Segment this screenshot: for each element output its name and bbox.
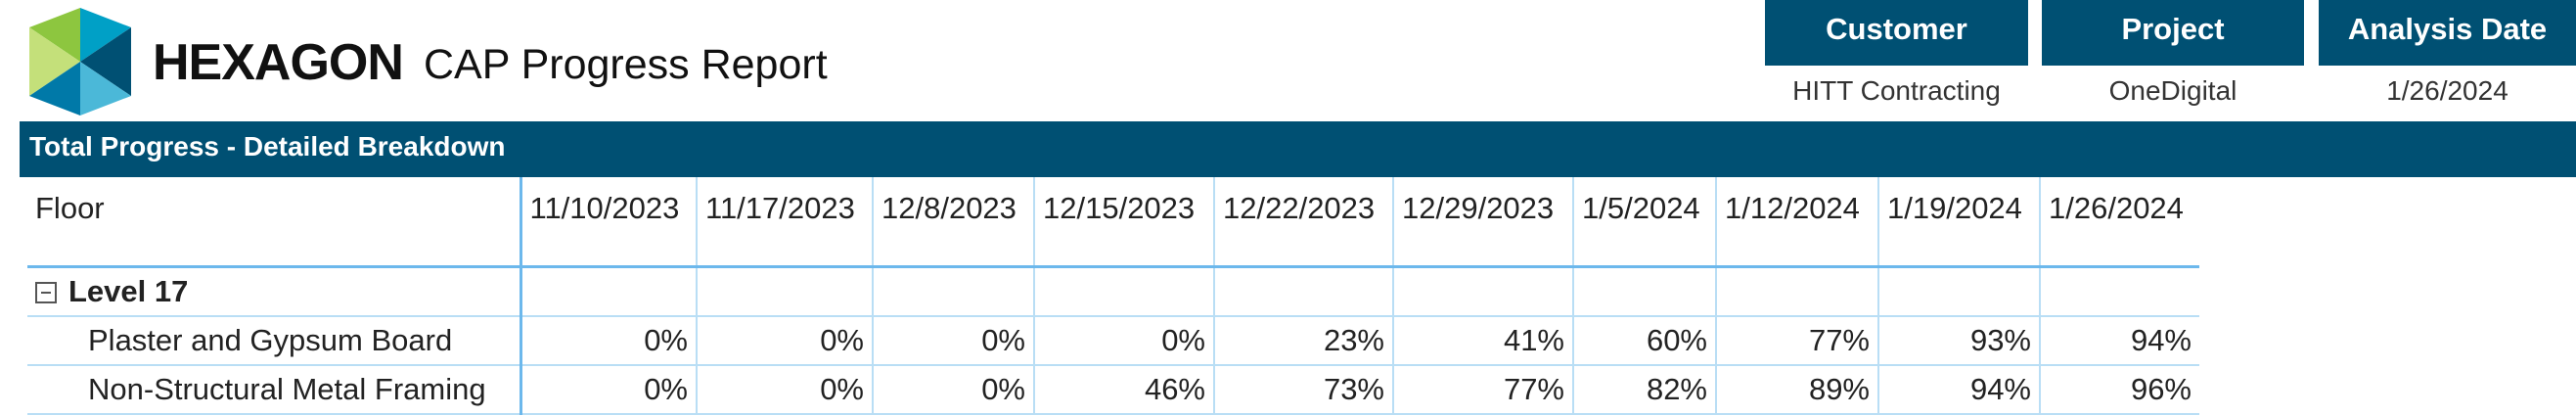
brand: HEXAGON (153, 34, 404, 91)
value-cell: 89% (1715, 365, 1878, 415)
group-cell: Level 17 (27, 266, 522, 317)
info-box: Analysis Date 1/26/2024 (2319, 0, 2576, 107)
value-cell: 77% (1392, 365, 1573, 415)
info-label: Analysis Date (2319, 0, 2576, 66)
info-label: Project (2042, 0, 2304, 66)
column-header: 12/29/2023 (1392, 177, 1573, 268)
empty-cell (1572, 266, 1716, 317)
value-cell: 0% (520, 365, 697, 415)
info-value: 1/26/2024 (2386, 75, 2508, 106)
data-row: Plaster and Gypsum Board 0% 0% 0% 0% 23% 41% 60… (27, 316, 2199, 366)
section-banner: Total Progress - Detailed Breakdown (20, 121, 2576, 177)
value-cell: 0% (872, 316, 1034, 366)
empty-cell (520, 266, 697, 317)
column-header: 12/8/2023 (872, 177, 1034, 268)
value-cell: 82% (1572, 365, 1716, 415)
column-header: 1/26/2024 (2039, 177, 2199, 268)
empty-cell (1213, 266, 1393, 317)
empty-cell (872, 266, 1034, 317)
column-header: 11/10/2023 (520, 177, 697, 268)
empty-cell (696, 266, 873, 317)
info-box: Project OneDigital (2042, 0, 2304, 107)
info-box: Customer HITT Contracting (1765, 0, 2028, 107)
empty-cell (2039, 266, 2199, 317)
empty-cell (1392, 266, 1573, 317)
info-value: HITT Contracting (1792, 75, 2001, 106)
value-cell: 41% (1392, 316, 1573, 366)
value-cell: 0% (696, 365, 873, 415)
value-cell: 60% (1572, 316, 1716, 366)
header-row: Floor 11/10/2023 11/17/2023 12/8/2023 12/15/… (27, 177, 2199, 268)
progress-table: Floor 11/10/2023 11/17/2023 12/8/2023 12/15/… (27, 177, 2199, 415)
column-header: 1/5/2024 (1572, 177, 1716, 268)
report-title: CAP Progress Report (424, 41, 828, 88)
row-label: Non-Structural Metal Framing (27, 365, 522, 415)
value-cell: 73% (1213, 365, 1393, 415)
column-header: 12/22/2023 (1213, 177, 1393, 268)
value-cell: 0% (1033, 316, 1214, 366)
value-cell: 0% (520, 316, 697, 366)
column-header: Floor (27, 177, 522, 268)
column-header: 1/12/2024 (1715, 177, 1878, 268)
info-value: OneDigital (2108, 75, 2237, 106)
data-row: Non-Structural Metal Framing 0% 0% 0% 46% 73%… (27, 365, 2199, 415)
value-cell: 46% (1033, 365, 1214, 415)
value-cell: 77% (1715, 316, 1878, 366)
column-header: 12/15/2023 (1033, 177, 1214, 268)
column-header: 1/19/2024 (1877, 177, 2040, 268)
logo (29, 8, 131, 116)
row-label: Plaster and Gypsum Board (27, 316, 522, 366)
group-row: Level 17 (27, 266, 2199, 317)
collapse-icon[interactable] (35, 282, 57, 303)
info-label: Customer (1765, 0, 2028, 66)
value-cell: 0% (696, 316, 873, 366)
group-name: Level 17 (68, 274, 189, 308)
value-cell: 94% (2039, 316, 2199, 366)
value-cell: 96% (2039, 365, 2199, 415)
value-cell: 23% (1213, 316, 1393, 366)
empty-cell (1877, 266, 2040, 317)
value-cell: 94% (1877, 365, 2040, 415)
empty-cell (1715, 266, 1878, 317)
value-cell: 0% (872, 365, 1034, 415)
empty-cell (1033, 266, 1214, 317)
value-cell: 93% (1877, 316, 2040, 366)
column-header: 11/17/2023 (696, 177, 873, 268)
